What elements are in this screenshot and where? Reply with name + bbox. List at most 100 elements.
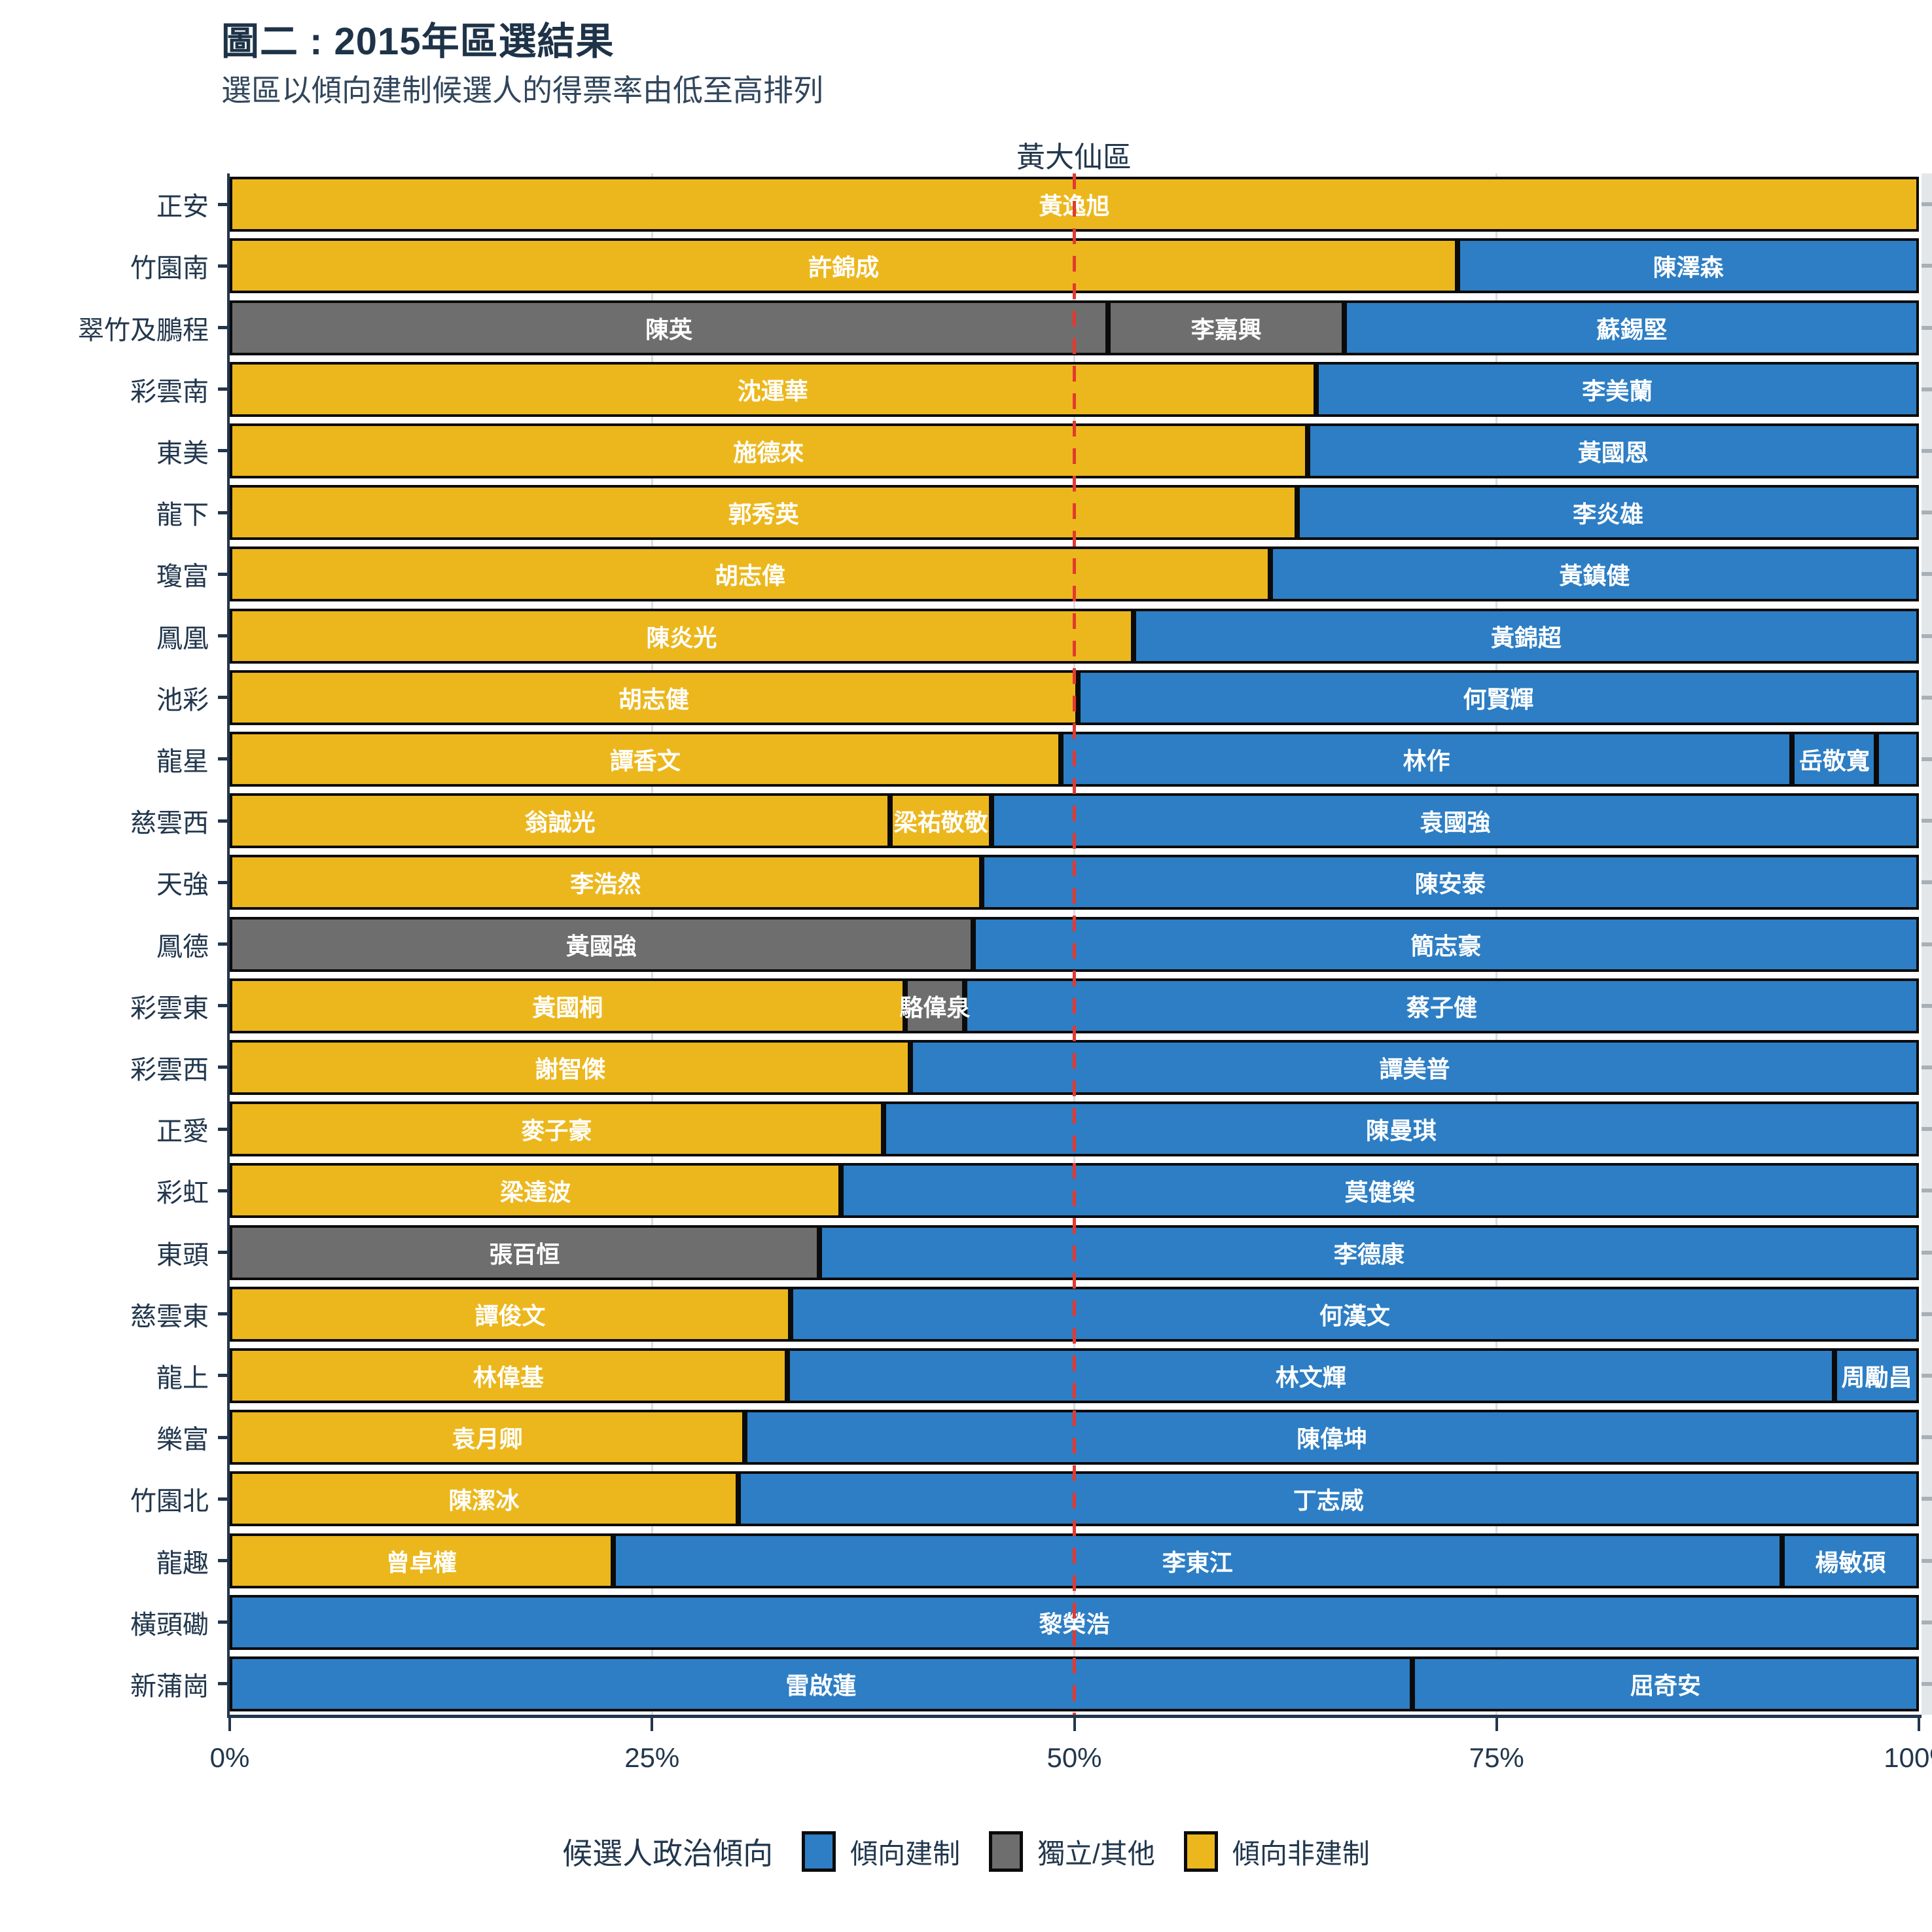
legend-swatch-ind [989, 1831, 1024, 1872]
right-axis-tick [1922, 1250, 1932, 1255]
x-axis-label: 75% [1469, 1742, 1524, 1773]
candidate-label: 何漢文 [1319, 1302, 1390, 1329]
right-axis-tick [1922, 202, 1932, 207]
right-axis-tick [1922, 942, 1932, 946]
district-bar-row: 郭秀英 李炎雄 [230, 485, 1919, 541]
bar-segment-est: 李德康 [819, 1225, 1919, 1280]
x-axis-tick [1918, 1718, 1920, 1731]
bar-segment-ind: 駱偉泉 [900, 978, 971, 1033]
bar-segment-est: 蘇錫堅 [1344, 300, 1919, 355]
y-axis-tick [218, 819, 230, 823]
bar-segment-est: 陳曼琪 [883, 1101, 1919, 1157]
right-axis-tick [1922, 1435, 1932, 1440]
candidate-label: 楊敏碩 [1815, 1548, 1886, 1576]
y-axis-label: 翠竹及鵬程 [78, 315, 209, 345]
y-axis-tick [218, 264, 230, 268]
district-bar-row: 陳英 李嘉興 蘇錫堅 [230, 300, 1919, 355]
candidate-label: 曾卓權 [385, 1548, 457, 1576]
y-axis-label: 橫頭磡 [130, 1610, 209, 1639]
y-axis-label: 彩雲東 [130, 993, 209, 1023]
candidate-label: 林偉基 [473, 1363, 544, 1391]
district-bar-row: 譚俊文 何漢文 [230, 1286, 1919, 1342]
bar-segment-est: 李東江 [613, 1533, 1782, 1588]
bar-segment-dem: 麥子豪 [230, 1101, 884, 1157]
right-axis-tick [1922, 1065, 1932, 1069]
x-axis-label: 25% [624, 1742, 680, 1773]
candidate-label: 李德康 [1333, 1240, 1404, 1268]
candidate-label: 黃國強 [565, 932, 637, 959]
x-axis-label: 50% [1046, 1742, 1102, 1773]
y-axis-label: 彩雲南 [130, 377, 209, 406]
right-axis-tick [1922, 264, 1932, 268]
district-bar-row: 翁誠光 梁祐敬敬 袁國強 [230, 793, 1919, 849]
candidate-label: 翁誠光 [524, 809, 596, 836]
district-bar-row: 麥子豪 陳曼琪 [230, 1101, 1919, 1157]
candidate-label: 林文輝 [1275, 1363, 1346, 1391]
bar-segment-dem: 沈運華 [230, 361, 1316, 417]
bar-segment-est: 楊敏碩 [1781, 1533, 1919, 1588]
x-axis-label: 100% [1884, 1742, 1932, 1773]
bar-segment-est: 袁國強 [992, 793, 1919, 849]
y-axis-tick [218, 1312, 230, 1316]
legend-label: 傾向非建制 [1232, 1838, 1370, 1869]
y-axis-tick [218, 757, 230, 761]
district-bar-row: 黃國桐 駱偉泉 蔡子健 [230, 978, 1919, 1033]
bar-segment-est: 丁志威 [738, 1471, 1919, 1527]
bar-segment-dem: 施德來 [230, 423, 1308, 478]
y-axis-tick [218, 1435, 230, 1439]
candidate-label: 黃國恩 [1577, 438, 1649, 466]
candidate-label: 蔡子健 [1406, 993, 1477, 1021]
y-axis-label: 池彩 [156, 685, 209, 715]
right-axis-tick [1922, 634, 1932, 638]
y-axis-tick [218, 1559, 230, 1562]
right-axis-tick [1922, 1312, 1932, 1316]
bar-segment-est: 何漢文 [790, 1286, 1919, 1342]
x-axis-spine [227, 1715, 1922, 1718]
bar-segment-est: 岳敬寬 [1792, 731, 1877, 787]
district-bar-row: 譚香文 林作 岳敬寬 [230, 731, 1919, 787]
bar-segment-est: 陳安泰 [981, 855, 1919, 910]
y-axis-label: 龍星 [156, 747, 209, 776]
right-axis-tick [1922, 1558, 1932, 1563]
candidate-label: 陳炎光 [646, 624, 717, 651]
district-bar-row: 許錦成 陳澤森 [230, 238, 1919, 294]
bar-segment-est: 陳偉坤 [745, 1410, 1919, 1465]
bar-segment-dem: 謝智傑 [230, 1039, 911, 1095]
district-bar-row: 雷啟蓮 屈奇安 [230, 1656, 1919, 1711]
y-axis-label: 樂富 [156, 1425, 209, 1455]
district-bar-row: 張百恒 李德康 [230, 1225, 1919, 1280]
candidate-label: 譚俊文 [474, 1302, 546, 1329]
right-axis-tick [1922, 1189, 1932, 1193]
facet-label: 黃大仙區 [1016, 141, 1132, 173]
bar-segment-est: 譚美普 [910, 1039, 1919, 1095]
candidate-label: 李嘉興 [1190, 315, 1262, 343]
district-bar-row: 陳潔冰 丁志威 [230, 1471, 1919, 1527]
bar-segment-est [1876, 731, 1919, 787]
district-bar-row: 李浩然 陳安泰 [230, 855, 1919, 910]
bar-segment-dem: 梁達波 [230, 1163, 842, 1219]
legend-items: 傾向建制 獨立/其他 傾向非建制 [802, 1831, 1370, 1872]
y-axis-label: 正愛 [156, 1117, 209, 1147]
candidate-label: 屈奇安 [1630, 1672, 1701, 1699]
bar-segment-dem: 陳潔冰 [230, 1471, 738, 1527]
bar-segment-dem: 許錦成 [230, 238, 1458, 294]
y-axis-tick [218, 1374, 230, 1378]
district-bar-row: 袁月卿 陳偉坤 [230, 1410, 1919, 1465]
reference-line-50pct [1073, 173, 1076, 1715]
bar-segment-dem: 黃國桐 [230, 978, 906, 1033]
legend-label: 獨立/其他 [1037, 1838, 1155, 1869]
candidate-label: 許錦成 [808, 254, 880, 281]
candidate-label: 陳曼琪 [1365, 1117, 1437, 1145]
bar-segment-est: 何賢輝 [1077, 670, 1919, 725]
y-axis-label: 龍趣 [156, 1548, 209, 1578]
candidate-label: 沈運華 [737, 377, 808, 404]
bar-segment-est: 莫健榮 [841, 1163, 1919, 1219]
right-axis-tick [1922, 325, 1932, 330]
legend-label: 傾向建制 [850, 1838, 961, 1869]
y-axis-tick [218, 449, 230, 453]
candidate-label: 袁國強 [1420, 809, 1491, 836]
y-axis-label: 竹園北 [130, 1487, 209, 1516]
right-axis-tick [1922, 695, 1932, 700]
x-axis-tick [651, 1718, 654, 1731]
candidate-label: 岳敬寬 [1798, 747, 1870, 774]
